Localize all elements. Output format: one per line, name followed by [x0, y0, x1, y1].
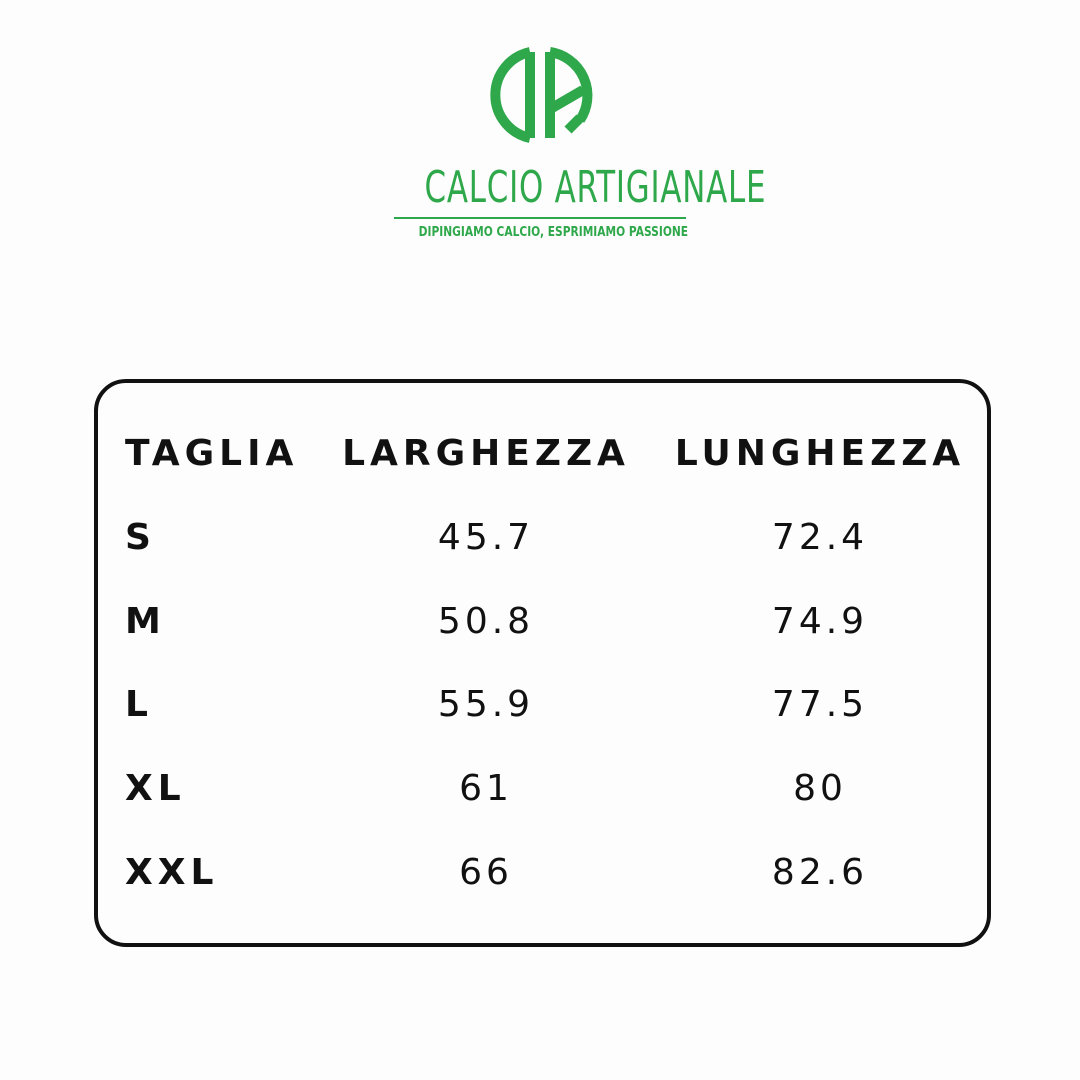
width-value: 45.7: [437, 517, 535, 558]
size-label: M: [125, 601, 166, 642]
length-value: 74.9: [771, 601, 869, 642]
length-value: 77.5: [771, 684, 869, 725]
size-label: XXL: [125, 852, 219, 893]
size-label: XL: [125, 768, 186, 809]
logo-monogram: [490, 47, 593, 143]
size-label: S: [125, 517, 156, 558]
brand-name: CALCIO ARTIGIANALE: [424, 162, 767, 213]
width-value: 61: [459, 768, 513, 809]
length-value: 80: [793, 768, 847, 809]
width-value: 50.8: [437, 601, 535, 642]
header-larghezza: LARGHEZZA: [342, 433, 630, 474]
brand-tagline: DIPINGIAMO CALCIO, ESPRIMIAMO PASSIONE: [418, 225, 689, 240]
size-label: L: [125, 684, 153, 725]
header-taglia: TAGLIA: [125, 433, 299, 474]
logo-divider: [394, 217, 686, 219]
width-value: 66: [459, 852, 513, 893]
size-table-frame: [94, 379, 991, 947]
length-value: 82.6: [771, 852, 869, 893]
width-value: 55.9: [437, 684, 535, 725]
header-lunghezza: LUNGHEZZA: [674, 433, 966, 474]
length-value: 72.4: [771, 517, 869, 558]
